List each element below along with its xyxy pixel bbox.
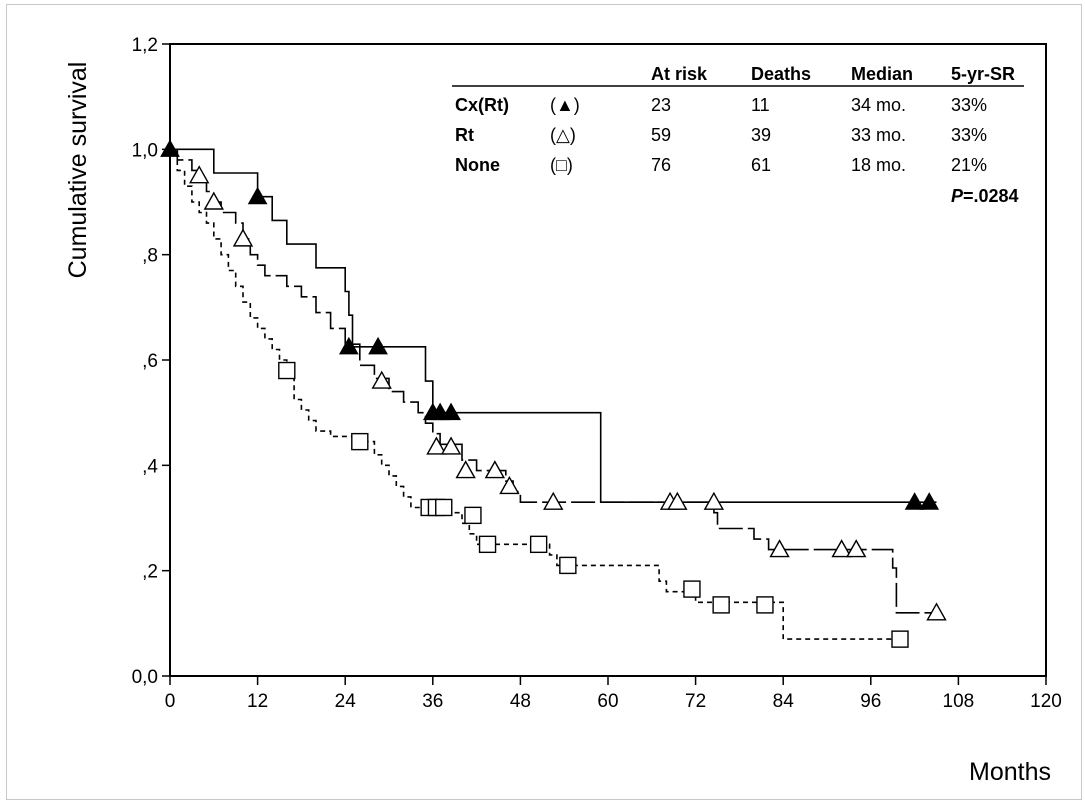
legend-row-5yr-sr: 33% [951, 95, 987, 115]
legend-row-5yr-sr: 21% [951, 155, 987, 175]
legend-row-5yr-sr: 33% [951, 125, 987, 145]
open-square-marker [559, 556, 577, 575]
legend-row-name: Rt [455, 125, 474, 145]
open-triangle-marker [203, 191, 224, 210]
legend-row-median: 18 mo. [851, 155, 906, 175]
x-tick-label: 72 [685, 691, 706, 712]
axis-ticks: 0 12 24 36 48 60 72 84 96 108 120 0,0 ,2 ,4 ,6 ,8 1,0 1,2 [132, 35, 1062, 712]
x-tick-label: 120 [1030, 691, 1062, 712]
filled-triangle-marker [368, 336, 388, 355]
x-tick-label: 36 [422, 691, 443, 712]
open-triangle-marker [846, 539, 867, 558]
open-triangle-marker [667, 491, 688, 510]
legend-row-at-risk: 59 [651, 125, 671, 145]
open-square-marker [351, 432, 369, 451]
legend-row-at-risk: 23 [651, 95, 671, 115]
open-square-marker [529, 535, 548, 554]
filled-triangle-marker [919, 492, 940, 510]
open-square-marker [278, 361, 296, 380]
open-triangle-marker [499, 475, 520, 495]
legend-row-deaths: 11 [751, 95, 770, 115]
series-line-1 [170, 148, 937, 503]
open-square-marker [756, 596, 774, 614]
open-triangle-marker [484, 460, 506, 479]
y-axis-title: Cumulative survival [64, 62, 92, 279]
legend-row-deaths: 61 [751, 155, 771, 175]
legend-header-5yr-sr: 5-yr-SR [951, 64, 1015, 84]
legend-row-symbol: (▲) [550, 95, 580, 115]
x-tick-label: 60 [597, 691, 618, 712]
open-square-marker [435, 498, 453, 517]
x-axis-title: Months [969, 758, 1051, 786]
x-tick-label: 12 [247, 691, 268, 712]
series-layer [170, 148, 937, 640]
open-triangle-marker [769, 539, 790, 558]
filled-triangle-marker [441, 402, 461, 421]
open-square-marker [464, 506, 482, 525]
legend-header-median: Median [851, 64, 913, 84]
open-triangle-marker [831, 539, 852, 558]
open-triangle-marker [440, 436, 462, 455]
x-tick-label: 108 [943, 691, 975, 712]
legend-row-median: 33 mo. [851, 125, 906, 145]
y-tick-label: ,6 [142, 351, 158, 372]
open-triangle-marker [543, 491, 564, 510]
y-tick-label: ,2 [142, 562, 158, 583]
y-tick-label: 0,0 [132, 667, 158, 688]
p-value: =.0284 [963, 186, 1019, 206]
y-tick-label: 1,2 [132, 35, 158, 56]
legend-row-at-risk: 76 [651, 155, 671, 175]
open-triangle-marker [371, 370, 392, 389]
p-value-label: P [951, 186, 964, 206]
p-value-annotation: P=.0284 [951, 186, 1019, 206]
figure-frame [6, 4, 1082, 800]
legend-row-symbol: (□) [550, 155, 573, 175]
y-tick-label: 1,0 [132, 140, 158, 161]
series-line-3 [170, 148, 900, 640]
x-tick-label: 24 [335, 691, 357, 712]
x-tick-label: 96 [860, 691, 881, 712]
y-tick-label: ,8 [142, 246, 158, 267]
open-triangle-marker [189, 165, 210, 184]
legend-table: At risk Deaths Median 5-yr-SR Cx(Rt) (▲)… [452, 64, 1024, 206]
filled-triangle-marker [247, 186, 268, 205]
open-square-marker [683, 580, 701, 598]
marker-layer [160, 139, 947, 648]
legend-row-symbol: (△) [550, 125, 576, 145]
y-tick-label: ,4 [142, 456, 158, 477]
legend-row-name: None [455, 155, 500, 175]
x-tick-label: 0 [165, 691, 176, 712]
filled-triangle-marker [904, 492, 925, 510]
open-square-marker [478, 535, 497, 554]
filled-triangle-marker [338, 336, 359, 355]
open-triangle-marker [926, 602, 947, 621]
legend-row-median: 34 mo. [851, 95, 906, 115]
legend-row-name: Cx(Rt) [455, 95, 509, 115]
open-triangle-marker [232, 228, 254, 247]
plot-area-border [169, 43, 1047, 677]
x-tick-label: 84 [773, 691, 795, 712]
open-square-marker [891, 630, 909, 648]
x-tick-label: 48 [510, 691, 531, 712]
series-line-2 [170, 148, 937, 614]
open-triangle-marker [426, 436, 447, 455]
open-square-marker [712, 596, 730, 614]
filled-triangle-marker [160, 139, 180, 157]
open-triangle-marker [455, 460, 476, 479]
legend-row-deaths: 39 [751, 125, 771, 145]
legend-header-at-risk: At risk [651, 64, 708, 84]
legend-header-deaths: Deaths [751, 64, 811, 84]
open-triangle-marker [703, 491, 725, 510]
